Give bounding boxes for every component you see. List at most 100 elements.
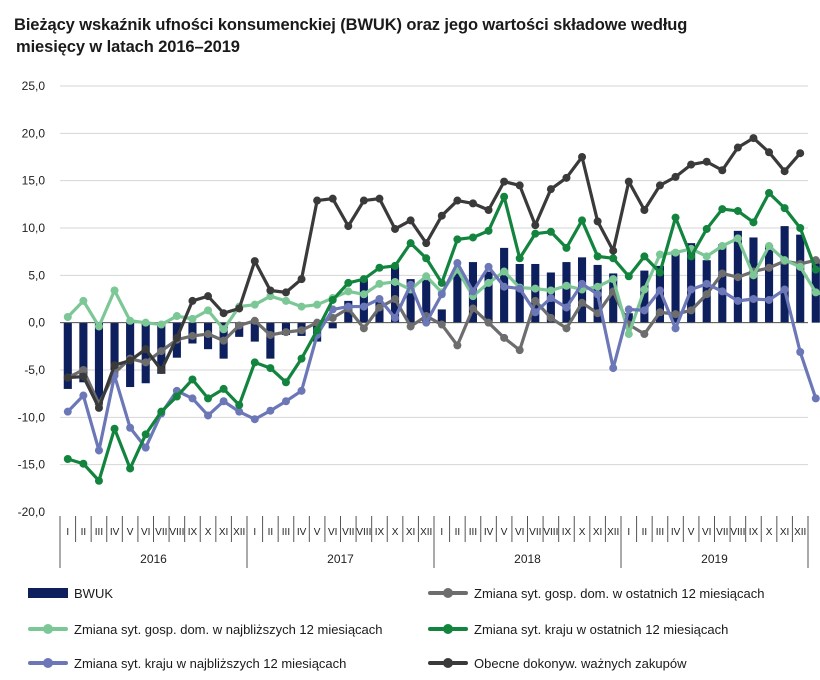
series-point [141,430,150,439]
series-point [500,192,509,201]
series-point [219,397,228,406]
series-point [562,281,571,290]
series-point [484,278,493,287]
series-point [515,181,524,190]
x-tick-label: XI [780,527,789,538]
series-point [500,267,509,276]
series-point [297,326,306,335]
legend-label-country-future: Zmiana syt. kraju w najbliższych 12 mies… [74,655,347,671]
series-point [484,262,493,271]
legend-swatch-country-past [428,620,468,638]
series-point [796,262,805,271]
series-point [609,275,618,284]
y-tick-label: -5,0 [24,363,45,377]
series-point [406,280,415,289]
series-point [593,252,602,261]
series-point [359,290,368,299]
bar [640,270,649,323]
series-point [79,372,88,381]
bar [671,250,680,323]
series-point [671,172,680,181]
series-point [500,333,509,342]
series-point [593,282,602,291]
series-point [531,308,540,317]
x-tick-label: X [766,527,773,538]
series-point [671,324,680,333]
series-point [655,250,664,259]
series-point [235,407,244,416]
x-tick-label: XI [406,527,415,538]
series-point [749,134,758,143]
series-point [94,446,103,455]
x-tick-label: XI [593,527,602,538]
series-point [765,148,774,157]
x-tick-label: VII [716,527,728,538]
series-point [157,366,166,374]
legend-label-bwuk: BWUK [74,585,113,601]
chart-title: Bieżący wskaźnik ufności konsumenckiej (… [14,14,804,58]
series-point [422,272,431,281]
x-tick-label: XII [794,527,806,538]
series-point [94,403,103,412]
series-point [453,341,462,350]
year-label: 2017 [327,552,354,566]
x-tick-label: VII [529,527,541,538]
x-tick-label: XII [607,527,619,538]
x-tick-label: V [501,527,508,538]
series-point [344,222,353,231]
x-tick-label: VIII [543,527,558,538]
series-point [406,216,415,225]
series-point [687,306,696,315]
series-point [546,294,555,303]
series-point [484,226,493,235]
x-tick-label: I [440,527,443,538]
x-tick-label: II [642,527,648,538]
series-point [422,318,431,327]
series-point [172,333,181,342]
series-point [484,206,493,215]
series-point [733,234,742,243]
series-point [718,241,727,250]
series-point [219,384,228,393]
legend-swatch-country-future [28,654,68,672]
y-tick-label: 5,0 [28,268,45,282]
series-point [281,288,290,297]
series-point [266,330,275,339]
series-point [94,476,103,485]
series-point [297,275,306,284]
x-tick-label: VII [155,527,167,538]
series-point [359,275,368,284]
bar [749,237,758,323]
series-point [126,423,135,432]
series-point [609,364,618,373]
series-point [63,312,72,321]
y-tick-label: 15,0 [22,174,46,188]
series-point [328,313,337,322]
series-point [141,318,150,327]
series-4 [63,134,805,412]
series-point [359,196,368,205]
series-point [453,196,462,205]
x-tick-label: IV [484,527,494,538]
series-point [328,194,337,203]
series-point [578,153,587,161]
series-point [531,284,540,293]
series-point [562,324,571,333]
bar [266,322,275,359]
series-point [344,287,353,296]
series-point [157,347,166,356]
series-point [328,295,337,304]
series-point [640,252,649,261]
series-point [702,252,711,261]
series-point [609,246,618,255]
legend-swatch-major-purchases [428,654,468,672]
series-point [780,256,789,265]
series-point [437,278,446,287]
series-point [453,235,462,244]
bar [422,278,431,323]
series-point [219,309,228,318]
bar [562,262,571,323]
x-tick-label: X [579,527,586,538]
x-tick-label: II [268,527,274,538]
series-point [624,330,633,339]
